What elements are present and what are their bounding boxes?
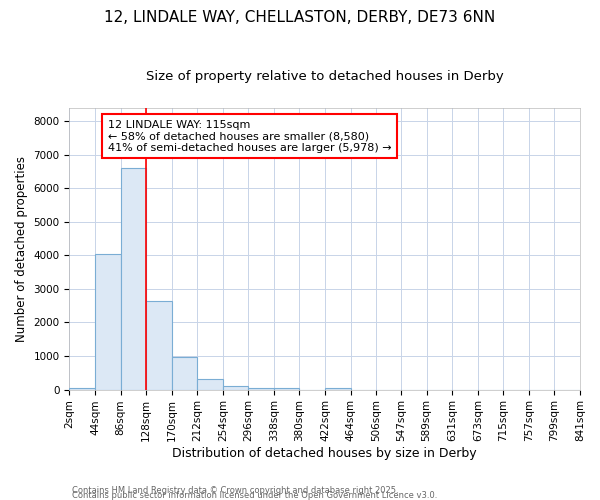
Bar — [70, 388, 95, 390]
Bar — [146, 300, 172, 390]
Y-axis label: Number of detached properties: Number of detached properties — [15, 156, 28, 342]
Bar — [121, 168, 146, 390]
Bar — [95, 254, 121, 390]
Bar — [274, 388, 299, 390]
Title: Size of property relative to detached houses in Derby: Size of property relative to detached ho… — [146, 70, 503, 83]
Bar — [325, 388, 350, 390]
X-axis label: Distribution of detached houses by size in Derby: Distribution of detached houses by size … — [172, 447, 477, 460]
Bar — [197, 378, 223, 390]
Text: Contains public sector information licensed under the Open Government Licence v3: Contains public sector information licen… — [72, 491, 437, 500]
Text: 12 LINDALE WAY: 115sqm
← 58% of detached houses are smaller (8,580)
41% of semi-: 12 LINDALE WAY: 115sqm ← 58% of detached… — [108, 120, 391, 152]
Text: 12, LINDALE WAY, CHELLASTON, DERBY, DE73 6NN: 12, LINDALE WAY, CHELLASTON, DERBY, DE73… — [104, 10, 496, 25]
Text: Contains HM Land Registry data © Crown copyright and database right 2025.: Contains HM Land Registry data © Crown c… — [72, 486, 398, 495]
Bar — [223, 386, 248, 390]
Bar — [172, 357, 197, 390]
Bar — [248, 388, 274, 390]
